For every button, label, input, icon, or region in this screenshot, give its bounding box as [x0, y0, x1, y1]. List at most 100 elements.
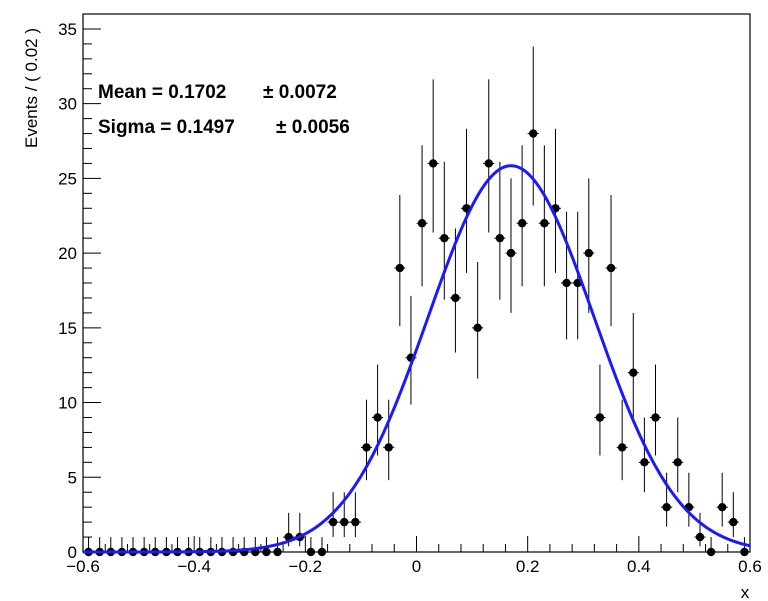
mean-label: Mean = 0.1702: [98, 82, 226, 103]
marker: [317, 547, 327, 557]
data-point: [638, 417, 650, 493]
data-point: [472, 262, 484, 379]
marker: [484, 159, 493, 168]
y-tick-label: 0: [68, 543, 77, 562]
marker: [451, 293, 460, 303]
marker: [328, 517, 338, 527]
marker: [306, 547, 316, 557]
data-point: [427, 79, 439, 233]
data-point: [505, 178, 517, 313]
data-point: [183, 537, 195, 557]
data-point: [627, 312, 639, 418]
data-point: [205, 537, 217, 557]
marker: [340, 517, 349, 527]
data-point: [683, 472, 695, 527]
mean-error: ± 0.0072: [263, 82, 337, 103]
data-point: [305, 537, 317, 557]
x-tick-label: −0.6: [66, 557, 100, 576]
marker: [617, 443, 627, 452]
y-tick-label: 30: [58, 95, 77, 114]
data-point: [294, 512, 306, 547]
marker: [362, 443, 371, 452]
data-point: [705, 537, 717, 557]
y-tick-label: 25: [58, 169, 77, 188]
data-point: [394, 195, 406, 327]
x-tick-label: −0.2: [289, 557, 323, 576]
data-point: [227, 537, 239, 557]
marker: [640, 458, 649, 467]
marker: [673, 458, 682, 467]
marker: [473, 323, 482, 333]
marker: [695, 532, 705, 542]
marker: [740, 547, 749, 557]
sigma-error: ± 0.0056: [276, 117, 350, 138]
marker: [662, 502, 671, 512]
marker: [506, 248, 516, 258]
marker: [562, 278, 571, 288]
data-point: [616, 399, 628, 481]
y-tick-label: 5: [68, 468, 77, 487]
data-point: [583, 178, 595, 313]
x-axis-ticks: −0.6 −0.4 −0.2 0 0.2 0.4 0.6: [66, 536, 762, 576]
data-point: [727, 492, 739, 538]
marker: [540, 219, 549, 228]
data-point: [594, 364, 606, 456]
data-point: [661, 472, 673, 527]
x-tick-label: 0.4: [627, 557, 651, 576]
marker: [373, 413, 382, 422]
data-point: [316, 537, 328, 557]
marker: [395, 263, 405, 273]
data-point: [605, 195, 617, 327]
y-axis-ticks: 0 5 10 15 20 25 30 35: [58, 13, 101, 562]
data-point: [349, 492, 361, 538]
data-point: [438, 161, 450, 300]
data-point: [716, 472, 728, 527]
stats-box: Mean = 0.1702 ± 0.0072 Sigma = 0.1497 ± …: [98, 82, 350, 138]
marker: [718, 502, 727, 512]
marker: [384, 443, 393, 452]
marker: [651, 413, 660, 422]
marker: [440, 233, 449, 243]
marker: [529, 129, 538, 138]
data-point: [694, 512, 706, 547]
data-point: [238, 537, 250, 557]
data-point: [672, 417, 684, 493]
marker: [262, 547, 271, 557]
data-point: [383, 399, 395, 481]
marker: [729, 517, 738, 527]
marker: [584, 248, 594, 258]
marker: [273, 547, 282, 557]
fit-curve: [83, 164, 751, 554]
data-point: [561, 211, 573, 340]
marker: [629, 368, 638, 377]
marker: [595, 413, 605, 422]
x-tick-label: 0.6: [738, 557, 762, 576]
data-point: [483, 79, 495, 233]
data-point: [260, 537, 272, 557]
marker: [495, 233, 505, 243]
sigma-label: Sigma = 0.1497: [98, 117, 235, 138]
x-tick-label: −0.4: [177, 557, 211, 576]
marker: [417, 219, 427, 228]
data-point: [372, 364, 384, 456]
data-point: [549, 128, 562, 273]
marker: [606, 263, 616, 273]
data-point: [216, 537, 228, 557]
y-tick-label: 10: [58, 394, 77, 413]
marker: [428, 159, 438, 168]
x-tick-label: 0: [412, 557, 421, 576]
data-point: [449, 228, 461, 353]
data-point: [538, 145, 550, 287]
y-axis-label: Events / ( 0.02 ): [22, 28, 41, 148]
data-point: [416, 145, 428, 287]
y-tick-label: 15: [58, 319, 77, 338]
marker: [517, 219, 527, 228]
marker: [351, 517, 360, 527]
y-tick-label: 35: [58, 20, 77, 39]
data-point: [494, 161, 506, 300]
x-axis-label: x: [741, 583, 750, 601]
data-point: [649, 364, 662, 456]
x-tick-label: 0.2: [516, 557, 540, 576]
data-point: [194, 537, 206, 557]
